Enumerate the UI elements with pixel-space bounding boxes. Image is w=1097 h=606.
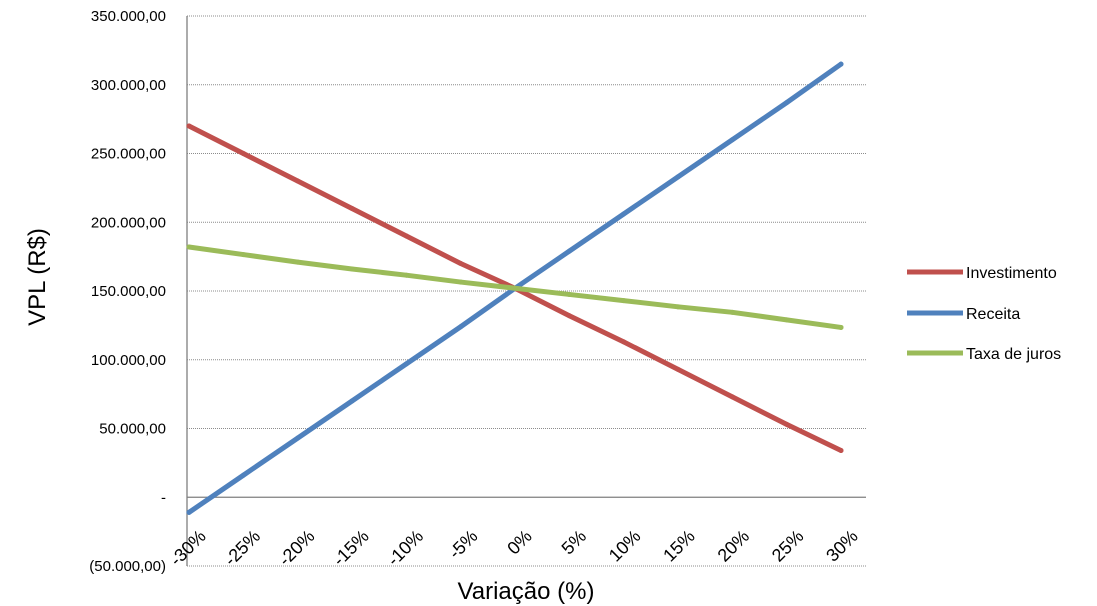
- x-tick-label: -25%: [220, 526, 264, 570]
- data-point: [621, 298, 627, 304]
- data-point: [729, 394, 735, 400]
- data-point: [675, 366, 681, 372]
- x-tick-label: 25%: [768, 526, 808, 566]
- data-point: [458, 261, 464, 266]
- data-point: [566, 248, 572, 254]
- data-point: [403, 272, 409, 278]
- data-point: [512, 285, 518, 291]
- data-point: [838, 61, 844, 67]
- x-tick-label: 10%: [605, 526, 645, 566]
- data-point: [838, 324, 844, 330]
- data-point: [295, 259, 301, 265]
- data-point: [566, 313, 572, 319]
- data-point: [566, 291, 572, 297]
- y-tick-label: 250.000,00: [91, 146, 166, 163]
- x-tick-label: -20%: [275, 526, 319, 570]
- legend: Investimento Receita Taxa de juros: [907, 265, 1061, 363]
- x-tick-label: -10%: [383, 526, 427, 570]
- data-point: [729, 137, 735, 143]
- data-point: [458, 324, 464, 330]
- x-tick-label: 5%: [558, 526, 591, 559]
- y-tick-label: 100.000,00: [91, 352, 166, 369]
- y-tick-labels: (50.000,00) - 50.000,00 100.000,00 150.000,0…: [89, 8, 166, 575]
- data-point: [240, 472, 246, 478]
- data-point: [295, 178, 301, 184]
- data-point: [349, 266, 355, 272]
- x-tick-label: 15%: [659, 526, 699, 566]
- data-point: [838, 448, 844, 453]
- data-point: [784, 421, 790, 427]
- x-tick-label: -30%: [166, 526, 210, 570]
- y-tick-label: 350.000,00: [91, 8, 166, 25]
- data-point: [186, 123, 192, 129]
- data-point: [295, 435, 301, 441]
- y-tick-label: 200.000,00: [91, 214, 166, 231]
- data-point: [675, 304, 681, 310]
- x-tick-label: 20%: [714, 526, 754, 566]
- data-point: [349, 398, 355, 404]
- data-point: [784, 100, 790, 106]
- data-point: [621, 339, 627, 345]
- legend-label: Investimento: [966, 265, 1057, 282]
- y-tick-label: 50.000,00: [99, 421, 166, 438]
- legend-label: Receita: [966, 306, 1020, 323]
- data-point: [458, 279, 464, 285]
- legend-label: Taxa de juros: [966, 346, 1061, 363]
- y-axis-title: VPL (R$): [24, 228, 51, 326]
- data-point: [784, 317, 790, 323]
- data-point: [349, 206, 355, 211]
- data-point: [621, 211, 627, 217]
- data-point: [186, 509, 192, 515]
- x-tick-label: -15%: [329, 526, 373, 570]
- x-tick-label: 0%: [503, 526, 536, 559]
- data-point: [729, 309, 735, 315]
- series-taxa-de-juros: [186, 244, 844, 330]
- data-point: [675, 174, 681, 180]
- x-tick-label: -5%: [445, 526, 482, 563]
- data-series: [186, 61, 844, 515]
- x-tick-labels: -30% -25% -20% -15% -10% -5% 0% 5% 10% 15% 20% 25% 3…: [166, 526, 862, 570]
- y-tick-label: -: [161, 489, 166, 506]
- data-point: [186, 244, 192, 250]
- y-tick-label: 150.000,00: [91, 283, 166, 300]
- data-point: [240, 252, 246, 258]
- y-tick-label: (50.000,00): [89, 558, 166, 575]
- x-tick-label: 30%: [822, 526, 862, 566]
- data-point: [403, 233, 409, 239]
- data-point: [403, 361, 409, 367]
- x-axis-title: Variação (%): [458, 578, 595, 605]
- y-tick-label: 300.000,00: [91, 77, 166, 94]
- data-point: [240, 151, 246, 156]
